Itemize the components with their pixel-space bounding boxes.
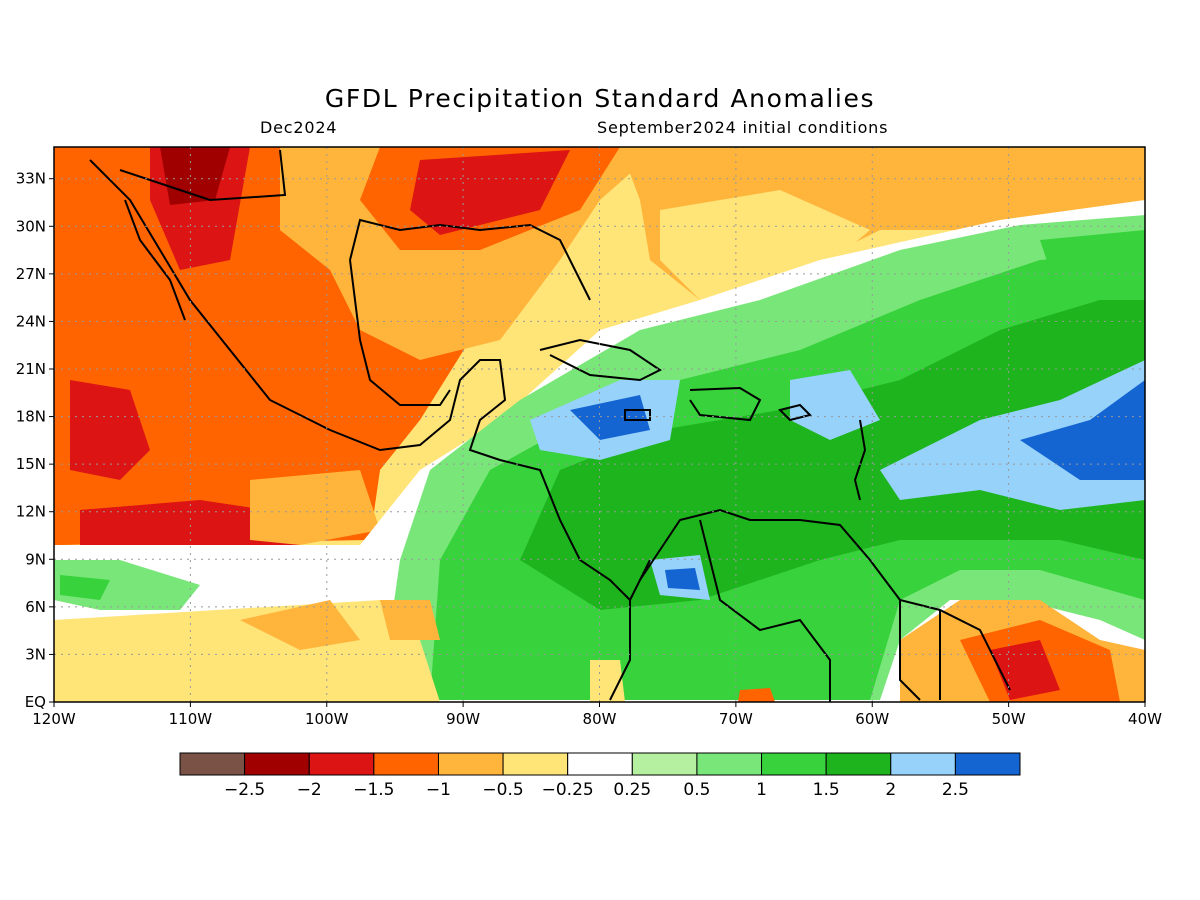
colorbar-swatch (890, 752, 956, 776)
x-tick-label: 60W (855, 710, 889, 728)
y-tick-label: 3N (25, 645, 46, 663)
colorbar-swatch (954, 752, 1021, 776)
anomaly-field (54, 147, 1145, 702)
colorbar (179, 752, 1021, 776)
y-tick-label: 9N (25, 550, 46, 568)
colorbar-swatch (437, 752, 504, 776)
y-tick-label: 24N (16, 312, 46, 330)
forecast-month: Dec2024 (260, 118, 338, 137)
colorbar-swatch (567, 752, 633, 776)
colorbar-swatch (244, 752, 310, 776)
colorbar-swatch (631, 752, 698, 776)
colorbar-label: −1.5 (353, 780, 394, 800)
x-tick-label: 90W (446, 710, 480, 728)
y-tick-label: 18N (16, 408, 46, 426)
colorbar-swatch (825, 752, 892, 776)
colorbar-swatch (696, 752, 763, 776)
colorbar-label: 2 (885, 780, 896, 800)
y-tick-label: 27N (16, 265, 46, 283)
x-axis: 120W 110W 100W 90W 80W 70W 60W 50W 40W (32, 702, 1162, 728)
colorbar-label: 2.5 (942, 780, 969, 800)
colorbar-label: 0.5 (683, 780, 710, 800)
colorbar-swatch (373, 752, 439, 776)
coastlines (89, 149, 1011, 702)
colorbar-label: −0.5 (482, 780, 523, 800)
colorbar-label: 1 (756, 780, 767, 800)
x-tick-label: 50W (992, 710, 1026, 728)
colorbar-label: −2 (297, 780, 322, 800)
grid (54, 147, 1145, 702)
x-tick-label: 110W (169, 710, 213, 728)
initial-conditions: September2024 initial conditions (597, 118, 889, 137)
y-tick-label: 21N (16, 360, 46, 378)
y-tick-label: 12N (16, 503, 46, 521)
colorbar-label: −2.5 (224, 780, 265, 800)
colorbar-labels: −2.5 −2 −1.5 −1 −0.5 −0.25 0.25 0.5 1 1.5 2 2.5 (224, 780, 969, 800)
map-title: GFDL Precipitation Standard Anomalies (324, 84, 876, 113)
colorbar-label: −1 (426, 780, 451, 800)
y-tick-label: EQ (25, 693, 46, 711)
colorbar-label: −0.25 (542, 780, 594, 800)
colorbar-swatch (502, 752, 569, 776)
colorbar-swatch (761, 752, 827, 776)
colorbar-swatch (179, 752, 246, 776)
y-axis: EQ 3N 6N 9N 12N 15N 18N 21N 24N 27N 30N 33N (16, 170, 54, 711)
y-tick-label: 15N (16, 455, 46, 473)
x-tick-label: 80W (583, 710, 617, 728)
y-tick-label: 6N (25, 598, 46, 616)
x-tick-label: 70W (719, 710, 753, 728)
y-tick-label: 33N (16, 170, 46, 188)
x-tick-label: 120W (32, 710, 76, 728)
x-tick-label: 100W (305, 710, 349, 728)
x-tick-label: 40W (1128, 710, 1162, 728)
colorbar-label: 0.25 (613, 780, 651, 800)
colorbar-swatch (308, 752, 375, 776)
y-tick-label: 30N (16, 217, 46, 235)
colorbar-label: 1.5 (813, 780, 840, 800)
